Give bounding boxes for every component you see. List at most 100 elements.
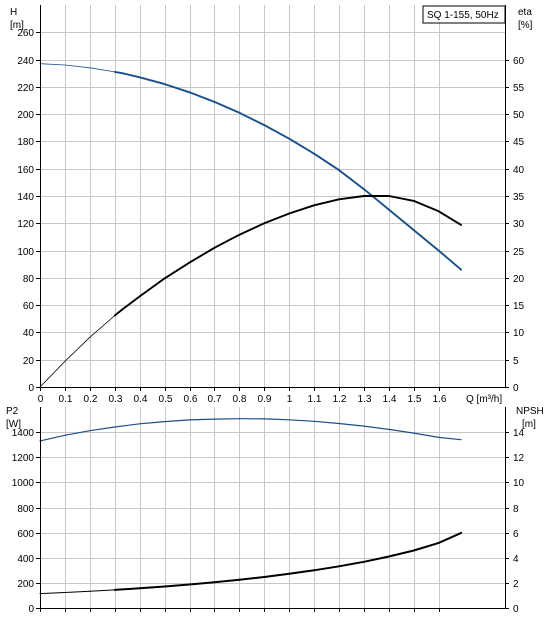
left-tick-label-2: 40 — [23, 328, 35, 339]
series-0-segment-15 — [387, 208, 415, 232]
left-tick-label-7: 1400 — [12, 428, 35, 439]
series-0-segment-6 — [188, 418, 215, 421]
series-1-segment-16 — [437, 531, 463, 544]
series-0-segment-3 — [114, 423, 141, 428]
chart-title: SQ 1-155, 50Hz — [427, 10, 499, 21]
x-tick-label-2: 0.2 — [84, 394, 98, 405]
right-tick-label-10: 50 — [513, 110, 525, 121]
series-0-segment-10 — [288, 419, 315, 422]
power-npsh-grid — [40, 407, 505, 608]
x-tick-label-7: 0.7 — [208, 394, 222, 405]
left-tick-label-5: 1000 — [12, 478, 35, 489]
right-tick-label-4: 20 — [513, 274, 525, 285]
series-1-segment-2 — [89, 589, 116, 592]
series-0-segment-14 — [388, 428, 415, 434]
series-1-segment-10 — [288, 569, 316, 575]
series-1-segment-6 — [163, 261, 191, 280]
series-0-segment-12 — [313, 152, 340, 172]
series-1-segment-12 — [313, 198, 340, 207]
right-tick-label-6: 12 — [513, 453, 525, 464]
head-axis-label: H — [10, 7, 17, 18]
series-1-segment-6 — [188, 581, 216, 586]
right-tick-label-4: 8 — [513, 504, 519, 515]
series-0-segment-11 — [288, 137, 316, 155]
series-0-segment-3 — [113, 70, 124, 75]
series-0-segment-7 — [188, 91, 216, 103]
left-tick-label-5: 100 — [17, 247, 34, 258]
series-1-segment-9 — [263, 572, 291, 578]
power-npsh-curves — [39, 418, 463, 595]
series-1-segment-2 — [89, 315, 116, 338]
series-1-segment-7 — [213, 578, 241, 584]
power-y-axis: 0 200 400 600 800 1000 1200 1400 — [12, 428, 40, 615]
right-tick-label-1: 2 — [513, 579, 519, 590]
series-0-segment-5 — [164, 419, 191, 423]
series-1-segment-17 — [437, 210, 463, 226]
series-1-segment-16 — [412, 199, 440, 213]
series-1-segment-8 — [213, 233, 241, 249]
right-tick-label-3: 15 — [513, 301, 525, 312]
right-tick-label-3: 6 — [513, 529, 519, 540]
right-tick-label-11: 55 — [513, 83, 525, 94]
x-tick-label-10: 1 — [287, 394, 293, 405]
x-tick-label-3: 0.3 — [109, 394, 123, 405]
head-axis-unit: [m] — [10, 20, 24, 31]
power-axis-label: P2 — [6, 406, 19, 417]
series-1-segment-8 — [238, 576, 266, 581]
x-tick-label-11: 1.1 — [308, 394, 322, 405]
right-tick-label-7: 14 — [513, 428, 525, 439]
efficiency-axis-label: eta — [518, 7, 532, 18]
npsh-y-axis: 0 2 4 6 8 10 12 14 — [505, 428, 525, 615]
left-tick-label-11: 220 — [17, 83, 34, 94]
left-tick-label-12: 240 — [17, 56, 34, 67]
left-tick-label-13: 260 — [17, 28, 34, 39]
series-1-segment-15 — [412, 541, 440, 552]
left-tick-label-0: 0 — [28, 383, 34, 394]
right-tick-label-0: 0 — [513, 383, 519, 394]
series-0-segment-2 — [89, 67, 116, 73]
series-0-segment-1 — [64, 64, 91, 69]
head-y-axis: 0 20 40 60 80 100 120 140 160 180 200 220 240 260 — [17, 28, 40, 394]
series-1-segment-13 — [363, 555, 390, 563]
series-0-segment-9 — [263, 418, 290, 421]
series-1-segment-7 — [188, 246, 216, 264]
series-0-segment-13 — [338, 169, 365, 191]
series-0-segment-15 — [413, 432, 440, 438]
left-tick-label-1: 200 — [17, 579, 34, 590]
right-tick-label-7: 35 — [513, 192, 525, 203]
x-tick-label-12: 1.2 — [333, 394, 347, 405]
series-1-segment-13 — [338, 195, 365, 201]
left-tick-label-0: 0 — [28, 604, 34, 615]
series-1-segment-1 — [64, 590, 91, 593]
x-tick-label-6: 0.6 — [184, 394, 198, 405]
left-tick-label-6: 1200 — [12, 453, 35, 464]
x-tick-label-15: 1.5 — [408, 394, 422, 405]
series-0-segment-16 — [438, 436, 462, 441]
x-tick-label-14: 1.4 — [383, 394, 397, 405]
series-1-segment-14 — [387, 549, 415, 558]
series-1-segment-0 — [39, 592, 66, 595]
series-0-segment-1 — [64, 430, 91, 436]
right-tick-label-9: 45 — [513, 137, 525, 148]
series-1-segment-5 — [138, 277, 166, 298]
left-tick-label-8: 160 — [17, 165, 34, 176]
right-tick-label-0: 0 — [513, 604, 519, 615]
efficiency-axis-unit: [%] — [518, 20, 533, 31]
series-0-segment-2 — [89, 426, 116, 432]
right-tick-label-12: 60 — [513, 56, 525, 67]
series-1-segment-0 — [39, 360, 66, 388]
series-0-segment-11 — [313, 420, 340, 425]
x-tick-label-16: 1.6 — [433, 394, 447, 405]
series-0-segment-17 — [437, 249, 463, 271]
series-0-segment-0 — [39, 434, 66, 442]
left-tick-label-4: 80 — [23, 274, 35, 285]
series-0-segment-0 — [39, 63, 66, 66]
power-axis-unit: [W] — [6, 419, 21, 430]
x-tick-label-8: 0.8 — [233, 394, 247, 405]
right-tick-label-8: 40 — [513, 165, 525, 176]
series-1-segment-3 — [113, 308, 124, 317]
x-tick-label-4: 0.4 — [134, 394, 148, 405]
right-tick-label-2: 4 — [513, 554, 519, 565]
npsh-axis-unit: [m] — [522, 419, 536, 430]
series-1-segment-4 — [121, 295, 141, 311]
